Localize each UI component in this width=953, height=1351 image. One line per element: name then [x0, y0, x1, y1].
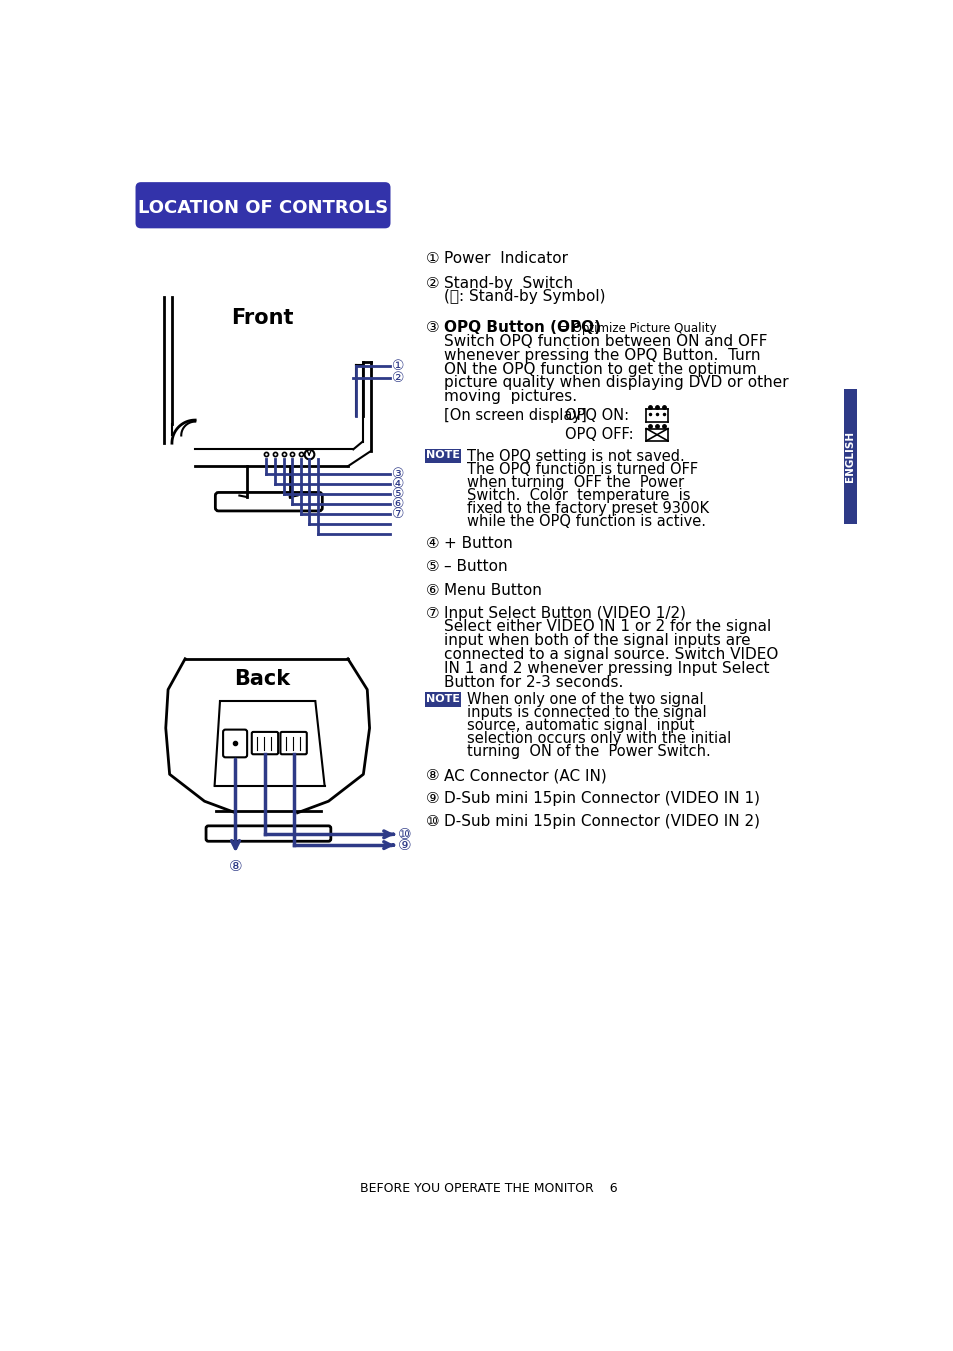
Text: while the OPQ function is active.: while the OPQ function is active.	[467, 513, 705, 530]
Bar	[425, 449, 460, 463]
Text: ⑧: ⑧	[229, 859, 242, 874]
Text: source, automatic signal  input: source, automatic signal input	[467, 719, 694, 734]
Text: when turning  OFF the  Power: when turning OFF the Power	[467, 474, 683, 490]
Bar	[425, 692, 460, 707]
Text: NOTE: NOTE	[426, 694, 459, 704]
Text: OPQ Button (OPQ): OPQ Button (OPQ)	[443, 320, 600, 335]
Text: ⑥: ⑥	[392, 497, 404, 511]
Text: Select either VIDEO IN 1 or 2 for the signal: Select either VIDEO IN 1 or 2 for the si…	[443, 620, 770, 635]
FancyBboxPatch shape	[206, 825, 331, 842]
Text: ⑤: ⑤	[425, 559, 438, 574]
Text: ⑥: ⑥	[425, 582, 438, 597]
Text: ⑦: ⑦	[425, 605, 438, 620]
Text: (⏻: Stand-by Symbol): (⏻: Stand-by Symbol)	[443, 289, 605, 304]
Text: turning  ON of the  Power Switch.: turning ON of the Power Switch.	[467, 744, 710, 759]
Text: + Button: + Button	[443, 536, 512, 551]
Text: NOTE: NOTE	[426, 450, 459, 461]
FancyBboxPatch shape	[252, 732, 278, 754]
Text: ⑤: ⑤	[392, 486, 404, 501]
Text: fixed to the factory preset 9300K: fixed to the factory preset 9300K	[467, 501, 709, 516]
Text: D-Sub mini 15pin Connector (VIDEO IN 1): D-Sub mini 15pin Connector (VIDEO IN 1)	[443, 792, 760, 807]
Text: ④: ④	[392, 477, 404, 490]
Text: selection occurs only with the initial: selection occurs only with the initial	[467, 731, 731, 746]
Text: ON the OPQ function to get the optimum: ON the OPQ function to get the optimum	[443, 362, 756, 377]
Text: whenever pressing the OPQ Button.  Turn: whenever pressing the OPQ Button. Turn	[443, 347, 760, 362]
Text: LOCATION OF CONTROLS: LOCATION OF CONTROLS	[138, 200, 388, 218]
Text: Menu Button: Menu Button	[443, 582, 541, 597]
FancyBboxPatch shape	[215, 493, 322, 511]
Text: OPQ ON:: OPQ ON:	[564, 408, 628, 423]
Bar	[843, 389, 856, 524]
Text: Back: Back	[234, 669, 291, 689]
Text: ⑩: ⑩	[397, 827, 411, 842]
Text: – Button: – Button	[443, 559, 507, 574]
Text: ④: ④	[425, 536, 438, 551]
Text: Button for 2-3 seconds.: Button for 2-3 seconds.	[443, 676, 622, 690]
Text: ⑨: ⑨	[397, 838, 411, 852]
Text: Front: Front	[232, 308, 294, 328]
Text: ③: ③	[425, 320, 438, 335]
Text: OPQ OFF:: OPQ OFF:	[564, 427, 633, 442]
FancyBboxPatch shape	[223, 730, 247, 758]
Text: ⑩: ⑩	[425, 815, 438, 830]
Text: IN 1 and 2 whenever pressing Input Select: IN 1 and 2 whenever pressing Input Selec…	[443, 661, 769, 676]
Text: AC Connector (AC IN): AC Connector (AC IN)	[443, 769, 606, 784]
Text: ②: ②	[425, 276, 438, 290]
Text: ENGLISH: ENGLISH	[844, 431, 854, 482]
Text: ③: ③	[392, 467, 404, 481]
Text: The OPQ function is turned OFF: The OPQ function is turned OFF	[467, 462, 698, 477]
Text: D-Sub mini 15pin Connector (VIDEO IN 2): D-Sub mini 15pin Connector (VIDEO IN 2)	[443, 815, 760, 830]
Text: ⑦: ⑦	[392, 507, 404, 521]
Text: ⑧: ⑧	[425, 769, 438, 784]
Text: Stand-by  Switch: Stand-by Switch	[443, 276, 573, 290]
Text: = Optimize Picture Quality: = Optimize Picture Quality	[558, 323, 716, 335]
FancyBboxPatch shape	[135, 182, 390, 228]
Text: [On screen display]: [On screen display]	[443, 408, 586, 423]
Text: Input Select Button (VIDEO 1/2): Input Select Button (VIDEO 1/2)	[443, 605, 685, 620]
Text: inputs is connected to the signal: inputs is connected to the signal	[467, 705, 706, 720]
Text: connected to a signal source. Switch VIDEO: connected to a signal source. Switch VID…	[443, 647, 778, 662]
Text: Power  Indicator: Power Indicator	[443, 251, 567, 266]
Text: moving  pictures.: moving pictures.	[443, 389, 577, 404]
Text: ⑨: ⑨	[425, 792, 438, 807]
Text: BEFORE YOU OPERATE THE MONITOR    6: BEFORE YOU OPERATE THE MONITOR 6	[359, 1182, 618, 1196]
Text: The OPQ setting is not saved.: The OPQ setting is not saved.	[467, 449, 684, 463]
Text: ②: ②	[392, 370, 404, 385]
Text: ①: ①	[425, 251, 438, 266]
FancyBboxPatch shape	[280, 732, 307, 754]
Text: When only one of the two signal: When only one of the two signal	[467, 692, 703, 707]
Text: picture quality when displaying DVD or other: picture quality when displaying DVD or o…	[443, 376, 788, 390]
Text: Switch.  Color  temperature  is: Switch. Color temperature is	[467, 488, 690, 503]
Text: input when both of the signal inputs are: input when both of the signal inputs are	[443, 634, 750, 648]
Text: ①: ①	[392, 359, 404, 373]
Text: Switch OPQ function between ON and OFF: Switch OPQ function between ON and OFF	[443, 334, 766, 349]
